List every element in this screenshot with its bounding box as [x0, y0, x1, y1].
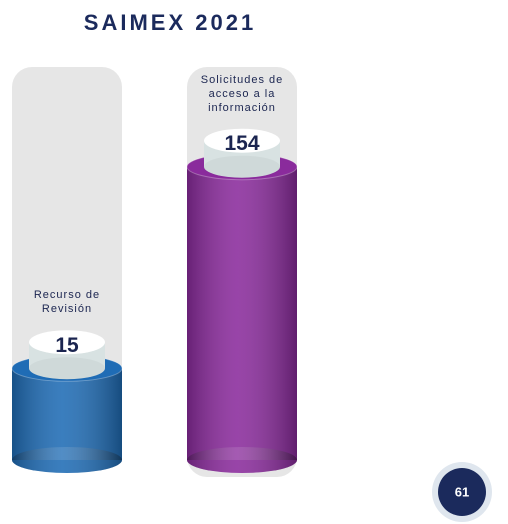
category-label: Recurso de Revisión: [33, 289, 101, 316]
bar-bottom-shade: [187, 447, 297, 473]
value-label: 15: [55, 334, 79, 357]
chart-title: SAIMEX 2021: [83, 10, 257, 35]
bar-bottom-shade: [12, 447, 122, 473]
value-label: 154: [224, 132, 259, 155]
category-label: Solicitudes de acceso a la información: [200, 73, 284, 114]
lid-top: [204, 128, 280, 153]
page-number: 61: [455, 484, 469, 499]
badge: [438, 468, 486, 516]
lid-bottom: [204, 155, 280, 178]
bar-shade: [12, 368, 122, 460]
bar-shade: [187, 166, 297, 460]
lid-bottom: [29, 357, 105, 380]
lid-top: [29, 330, 105, 355]
